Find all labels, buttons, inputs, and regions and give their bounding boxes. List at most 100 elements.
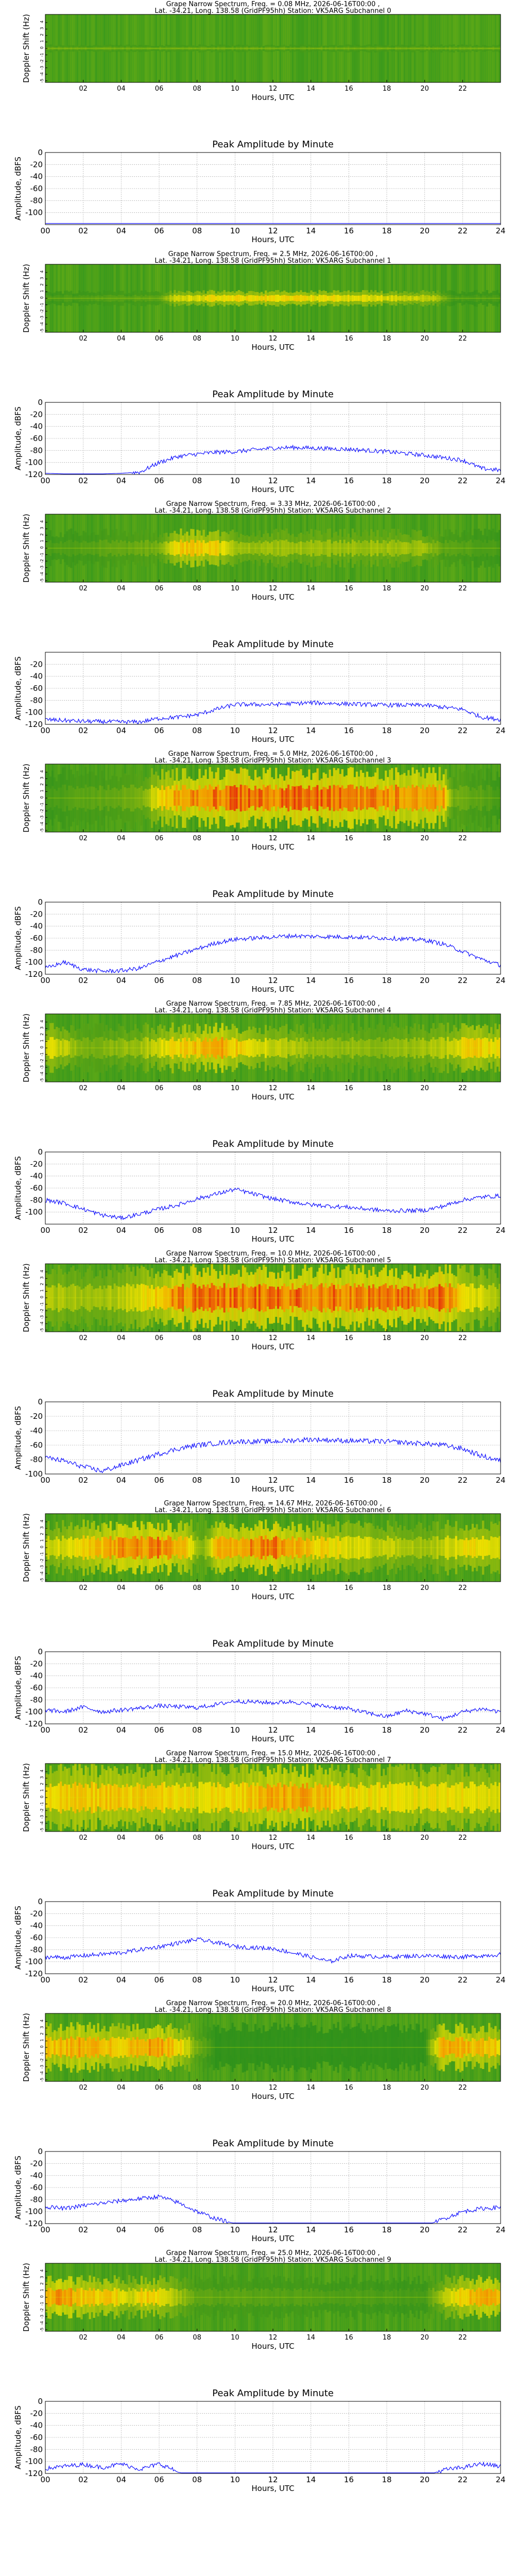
amplitude-title: Peak Amplitude by Minute xyxy=(212,1388,334,1399)
spectrum-ytick-label: 1 xyxy=(40,1039,44,1042)
spectrum-ytick-label: 4 xyxy=(40,1020,44,1023)
spectrum-ytick-label: -5 xyxy=(40,79,44,83)
spectrum-ytick-label: -2 xyxy=(40,1059,44,1063)
amplitude-ytick-label: -80 xyxy=(30,1455,43,1464)
amplitude-xlabel: Hours, UTC xyxy=(251,1234,294,1244)
amplitude-ytick-label: -20 xyxy=(30,1412,43,1421)
spectrum-xtick-label: 18 xyxy=(383,585,391,592)
amplitude-xtick-label: 12 xyxy=(268,1476,278,1485)
spectrum-ytick-label: 0 xyxy=(40,296,44,299)
amplitude-xtick-label: 02 xyxy=(78,1226,88,1235)
spectrum-subchannel: Subchannel 2 xyxy=(344,507,391,515)
amplitude-xtick-label: 22 xyxy=(458,226,468,235)
amplitude-xtick-label: 16 xyxy=(344,976,354,985)
spectrum-xtick-label: 20 xyxy=(420,585,429,592)
amplitude-xtick-label: 18 xyxy=(382,226,391,235)
amplitude-ytick-label: -20 xyxy=(30,1159,43,1168)
amplitude-xtick-label: 00 xyxy=(40,476,50,485)
amplitude-xtick-label: 10 xyxy=(230,726,240,735)
spectrum-xlabel: Hours, UTC xyxy=(251,93,294,102)
amplitude-ytick-label: 0 xyxy=(38,398,43,407)
spectrum-xtick-label: 14 xyxy=(306,85,315,93)
amplitude-xtick-label: 08 xyxy=(192,1226,202,1235)
amplitude-ytick-label: -20 xyxy=(30,410,43,419)
spectrum-location: Lat. -34.21, Long. 138.58 (GridPF95hh) S… xyxy=(154,257,343,265)
amplitude-title: Peak Amplitude by Minute xyxy=(212,139,334,150)
amplitude-frame xyxy=(45,902,501,975)
spectrum-subchannel: Subchannel 6 xyxy=(344,1506,391,1514)
spectrum-ytick-label: 2 xyxy=(40,1283,44,1285)
amplitude-xtick-label: 10 xyxy=(230,1226,240,1235)
amplitude-xtick-label: 22 xyxy=(458,476,468,485)
spectrum-ytick-label: -2 xyxy=(40,309,44,313)
amplitude-xtick-label: 12 xyxy=(268,476,278,485)
spectrum-ytick-label: 3 xyxy=(40,527,44,529)
spectrum-ytick-label: -5 xyxy=(40,828,44,833)
amplitude-ytick-label: -100 xyxy=(25,1469,43,1479)
amplitude-ytick-label: -40 xyxy=(30,1172,43,1181)
spectrum-subtitle: Lat. -34.21, Long. 138.58 (GridPF95hh) S… xyxy=(154,507,391,515)
spectrum-xtick-label: 04 xyxy=(117,585,126,592)
amplitude-xtick-label: 06 xyxy=(154,976,164,985)
spectrum-xtick-label: 04 xyxy=(117,335,126,343)
panel-6: Grape Narrow Spectrum, Freq. = 14.67 MHz… xyxy=(13,1500,506,1743)
spectrum-ylabel: Doppler Shift (Hz) xyxy=(22,14,31,83)
amplitude-xtick-label: 22 xyxy=(458,1476,468,1485)
spectrum-ytick-label: -4 xyxy=(40,1072,44,1076)
spectrum-ytick-label: 1 xyxy=(40,40,44,42)
amplitude-ytick-label: -60 xyxy=(30,934,43,943)
amplitude-ytick-label: -80 xyxy=(30,446,43,455)
spectrum-subtitle: Lat. -34.21, Long. 138.58 (GridPF95hh) S… xyxy=(154,1506,391,1514)
spectrum-xtick-label: 20 xyxy=(420,1334,429,1342)
amplitude-xtick-label: 08 xyxy=(192,726,202,735)
amplitude-ytick-label: 0 xyxy=(38,897,43,907)
amplitude-xtick-label: 16 xyxy=(344,726,354,735)
spectrum-ytick-label: 3 xyxy=(40,1276,44,1279)
spectrum-xtick-label: 06 xyxy=(155,835,164,842)
amplitude-ytick-label: -40 xyxy=(30,922,43,931)
amplitude-ylabel: Amplitude, dBFS xyxy=(13,406,23,470)
amplitude-xtick-label: 20 xyxy=(420,226,430,235)
amplitude-xtick-label: 24 xyxy=(495,226,505,235)
amplitude-xtick-label: 04 xyxy=(116,976,126,985)
spectrum-subchannel: Subchannel 4 xyxy=(344,1007,391,1014)
amplitude-ytick-label: -40 xyxy=(30,672,43,681)
amplitude-xtick-label: 08 xyxy=(192,976,202,985)
amplitude-series-line xyxy=(45,700,501,725)
spectrum-xtick-label: 10 xyxy=(231,335,239,343)
amplitude-ylabel: Amplitude, dBFS xyxy=(13,1156,23,1220)
amplitude-ytick-label: -60 xyxy=(30,184,43,193)
amplitude-ytick-label: -60 xyxy=(30,1183,43,1193)
spectrum-xtick-label: 18 xyxy=(383,1084,391,1092)
amplitude-ytick-label: -120 xyxy=(25,470,43,479)
spectrum-xtick-label: 02 xyxy=(79,85,88,93)
amplitude-xtick-label: 04 xyxy=(116,1226,126,1235)
spectrogram-image xyxy=(45,514,501,582)
spectrum-xtick-label: 14 xyxy=(306,1334,315,1342)
amplitude-ytick-label: -80 xyxy=(30,696,43,705)
amplitude-ytick-label: 0 xyxy=(38,1147,43,1157)
spectrum-location: Lat. -34.21, Long. 138.58 (GridPF95hh) S… xyxy=(154,1007,343,1014)
amplitude-title: Peak Amplitude by Minute xyxy=(212,889,334,900)
amplitude-xtick-label: 10 xyxy=(230,226,240,235)
spectrum-xtick-label: 04 xyxy=(117,835,126,842)
spectrum-xtick-label: 06 xyxy=(155,1084,164,1092)
amplitude-xlabel: Hours, UTC xyxy=(251,235,294,244)
spectrum-ytick-label: 0 xyxy=(40,1046,44,1048)
spectrum-ytick-label: 1 xyxy=(40,290,44,292)
spectrum-xtick-label: 22 xyxy=(458,1334,467,1342)
spectrum-ytick-label: -4 xyxy=(40,1321,44,1326)
amplitude-xtick-label: 22 xyxy=(458,726,468,735)
amplitude-xtick-label: 08 xyxy=(192,226,202,235)
spectrum-ytick-label: 0 xyxy=(40,46,44,49)
spectrum-ytick-label: -1 xyxy=(40,303,44,307)
amplitude-xtick-label: 22 xyxy=(458,976,468,985)
panel-3: Grape Narrow Spectrum, Freq. = 5.0 MHz, … xyxy=(13,750,506,994)
amplitude-xtick-label: 12 xyxy=(268,226,278,235)
spectrum-subtitle: Lat. -34.21, Long. 138.58 (GridPF95hh) S… xyxy=(154,757,391,765)
spectrum-ytick-label: -4 xyxy=(40,822,44,826)
spectrum-ytick-label: 4 xyxy=(40,520,44,523)
amplitude-xtick-label: 00 xyxy=(40,226,50,235)
spectrum-xtick-label: 14 xyxy=(306,335,315,343)
panel-2: Grape Narrow Spectrum, Freq. = 3.33 MHz,… xyxy=(13,500,506,744)
